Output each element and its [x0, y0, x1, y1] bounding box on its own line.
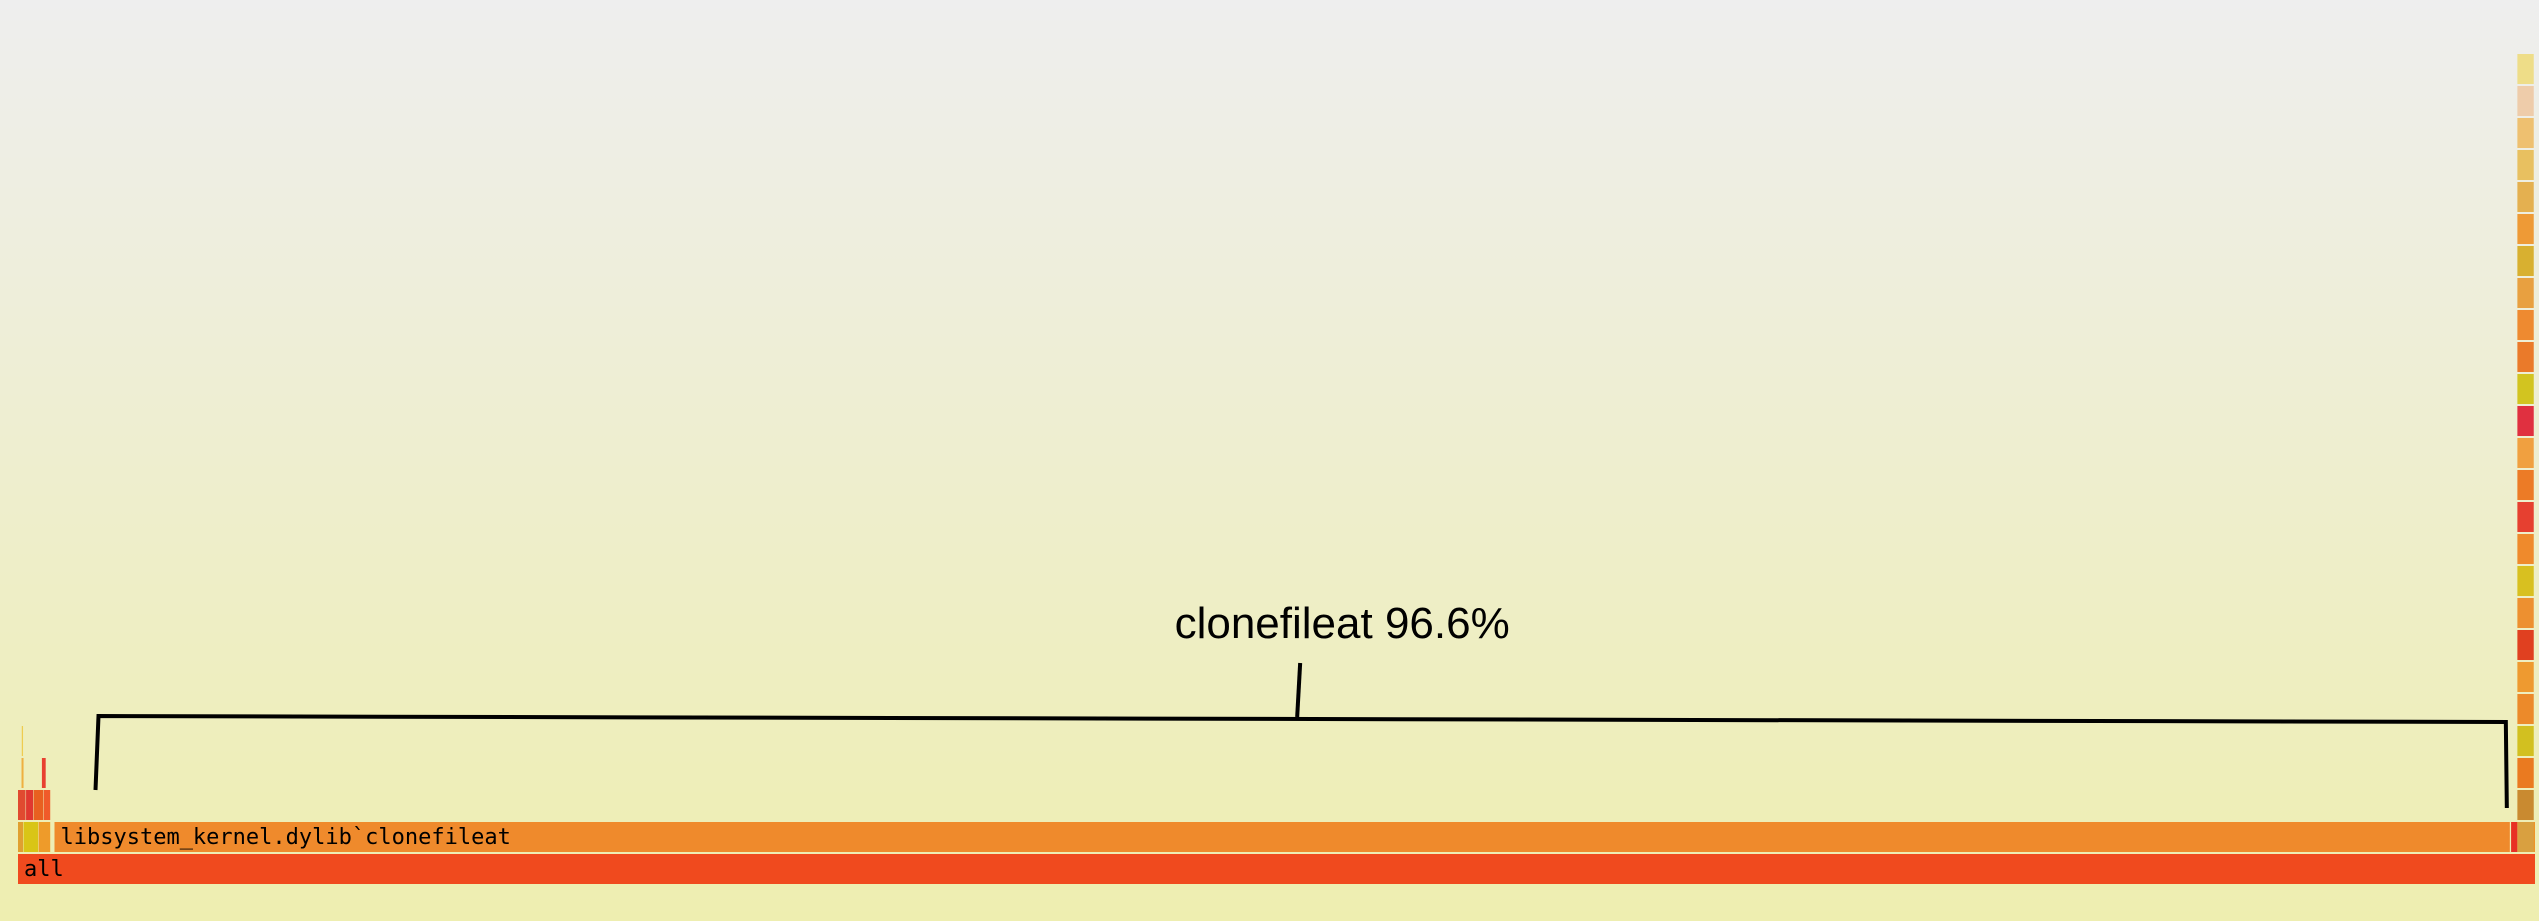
frame-rect[interactable] [2511, 822, 2518, 852]
frame-rect[interactable] [2517, 118, 2534, 148]
frame-rect[interactable] [2517, 566, 2534, 596]
annotation-bracket [93, 713, 2509, 809]
frame-rect[interactable] [2517, 182, 2534, 212]
frame-all[interactable]: all [18, 854, 2535, 884]
frame-bar[interactable] [38, 822, 51, 852]
frame-rect[interactable] [21, 758, 24, 788]
frame-rect[interactable] [2517, 374, 2534, 404]
frame-rect[interactable] [2517, 310, 2534, 340]
frame-rect[interactable] [2517, 150, 2534, 180]
frame-rect[interactable] [26, 790, 34, 820]
frame-rect[interactable] [2517, 406, 2534, 436]
frame-rect[interactable] [43, 790, 51, 820]
frame-label: libsystem_kernel.dylib`clonefileat [60, 825, 510, 850]
frame-bar[interactable] [18, 822, 24, 852]
frame-rect[interactable] [2517, 694, 2534, 724]
frame-bar[interactable] [2532, 822, 2535, 852]
frame-rect[interactable] [2517, 662, 2534, 692]
frame-label: all [24, 857, 64, 882]
frame-bar[interactable] [43, 790, 51, 820]
frame-rect[interactable] [2517, 246, 2534, 276]
frame-rect[interactable] [2517, 214, 2534, 244]
frame-rect[interactable] [2517, 790, 2534, 820]
frame-bar[interactable] [33, 790, 44, 820]
frame-rect[interactable] [2517, 598, 2534, 628]
frame-rect[interactable] [18, 854, 2535, 884]
frame-rect[interactable] [41, 758, 46, 788]
frame-rect[interactable] [18, 790, 26, 820]
frame-rect[interactable] [2517, 726, 2534, 756]
frame-rect[interactable] [54, 822, 2510, 852]
frame-rect[interactable] [21, 726, 24, 756]
frame-rect[interactable] [2517, 470, 2534, 500]
frame-rect[interactable] [2517, 822, 2534, 852]
frame-rect[interactable] [2517, 54, 2534, 84]
frame-bar[interactable] [41, 758, 46, 788]
frame-rect[interactable] [2517, 278, 2534, 308]
frame-rect[interactable] [18, 822, 24, 852]
frame-rect[interactable] [2517, 342, 2534, 372]
frame-rect[interactable] [2517, 630, 2534, 660]
frame-rect[interactable] [23, 822, 39, 852]
frame-rect[interactable] [38, 822, 51, 852]
annotation-pointer [1295, 662, 1303, 718]
frame-rect[interactable] [2517, 438, 2534, 468]
frame-bar[interactable] [26, 790, 34, 820]
frame-bar[interactable] [23, 822, 39, 852]
frame-rect[interactable] [2517, 534, 2534, 564]
frame-rect[interactable] [33, 790, 44, 820]
frame-rect[interactable] [2517, 502, 2534, 532]
frame-rect[interactable] [2517, 758, 2534, 788]
frame-bar[interactable] [2511, 822, 2518, 852]
frame-rect[interactable] [2532, 822, 2535, 852]
frame-rect[interactable] [2517, 86, 2534, 116]
frame-bar[interactable] [21, 726, 24, 756]
frame-bar[interactable] [18, 790, 26, 820]
frame-bar[interactable] [21, 758, 24, 788]
annotation-label: clonefileat 96.6% [1175, 599, 1510, 648]
frame-clonefileat[interactable]: libsystem_kernel.dylib`clonefileat [54, 822, 2510, 852]
